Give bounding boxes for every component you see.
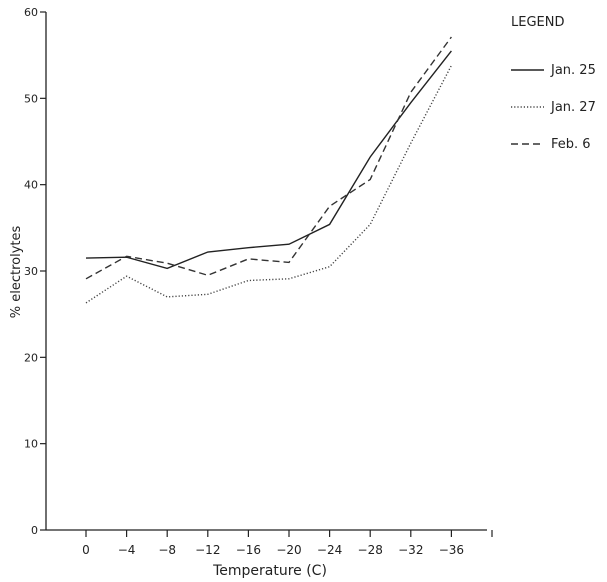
x-tick-label: −12 <box>195 543 220 557</box>
series-line-jan-27 <box>85 65 453 304</box>
series-lines <box>85 36 453 304</box>
series-line-jan-25 <box>85 50 452 270</box>
y-tick-label: 40 <box>24 179 38 192</box>
x-tick-label: −28 <box>358 543 383 557</box>
legend-label: Jan. 25 <box>550 63 596 78</box>
x-tick-label: −16 <box>236 543 261 557</box>
x-tick-label: 0 <box>82 543 90 557</box>
x-tick-label: −20 <box>276 543 301 557</box>
legend-title: LEGEND <box>511 15 564 30</box>
y-tick-label: 20 <box>24 351 38 364</box>
legend: LEGEND Jan. 25 Jan. 27 Feb. 6 <box>511 15 596 152</box>
y-tick-label: 30 <box>24 265 38 278</box>
y-tick-label: 50 <box>24 92 38 105</box>
y-tick-label: 0 <box>31 524 38 537</box>
legend-label: Jan. 27 <box>550 100 596 115</box>
x-axis-title: Temperature (C) <box>212 563 327 579</box>
y-tick-label: 60 <box>24 6 38 19</box>
x-tick-label: −4 <box>118 543 136 557</box>
y-axis-title: % electrolytes <box>9 226 24 319</box>
legend-label: Feb. 6 <box>551 137 591 152</box>
x-ticks: 0 −4 −8 −12 −16 −20 −24 −28 −32 −36 <box>82 530 493 557</box>
x-tick-label: −32 <box>398 543 423 557</box>
y-ticks: 0 10 20 30 40 50 60 <box>24 6 46 537</box>
x-tick-label: −8 <box>158 543 176 557</box>
y-tick-label: 10 <box>24 438 38 451</box>
x-tick-label: −24 <box>317 543 342 557</box>
x-tick-label: −36 <box>439 543 464 557</box>
series-line-feb-6 <box>85 36 452 280</box>
